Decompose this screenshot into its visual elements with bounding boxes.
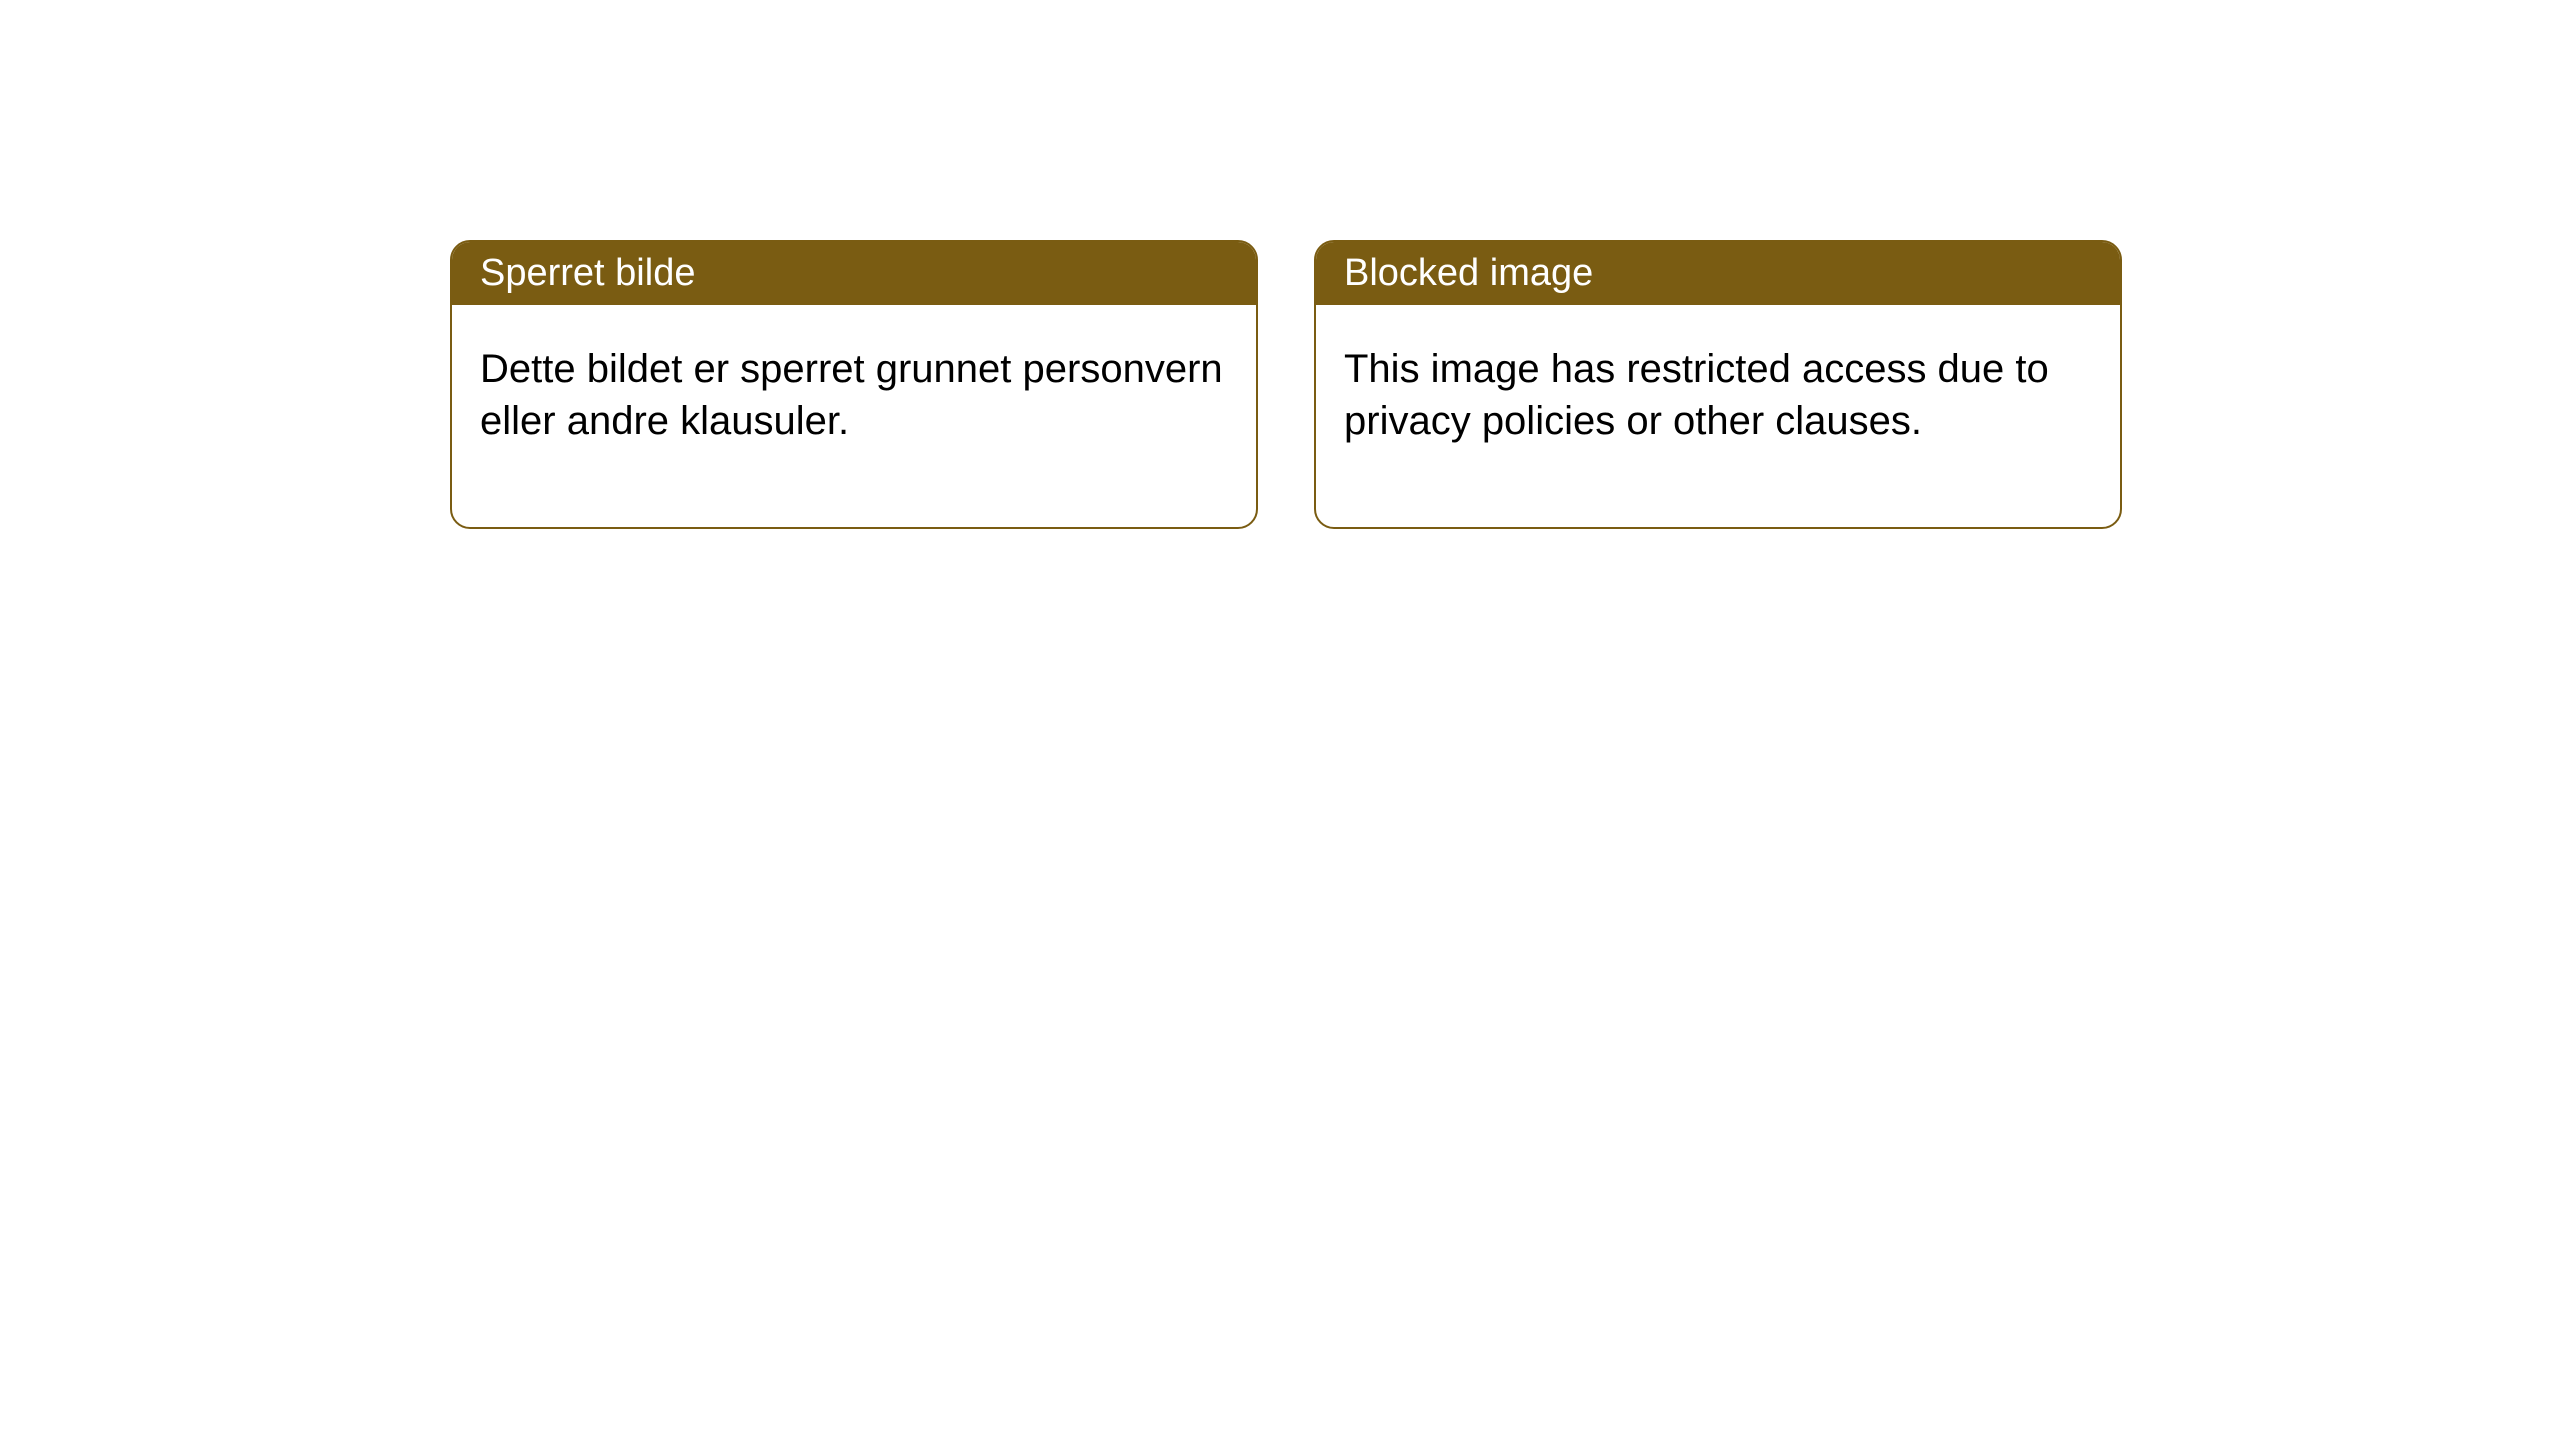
card-body-text: Dette bildet er sperret grunnet personve… <box>480 347 1223 443</box>
card-title: Blocked image <box>1344 252 1593 294</box>
card-title: Sperret bilde <box>480 252 695 294</box>
card-body-text: This image has restricted access due to … <box>1344 347 2049 443</box>
card-body: This image has restricted access due to … <box>1316 305 2120 527</box>
card-body: Dette bildet er sperret grunnet personve… <box>452 305 1256 527</box>
card-header: Blocked image <box>1316 242 2120 305</box>
blocked-image-card-no: Sperret bilde Dette bildet er sperret gr… <box>450 240 1258 529</box>
notice-container: Sperret bilde Dette bildet er sperret gr… <box>0 0 2560 529</box>
blocked-image-card-en: Blocked image This image has restricted … <box>1314 240 2122 529</box>
card-header: Sperret bilde <box>452 242 1256 305</box>
